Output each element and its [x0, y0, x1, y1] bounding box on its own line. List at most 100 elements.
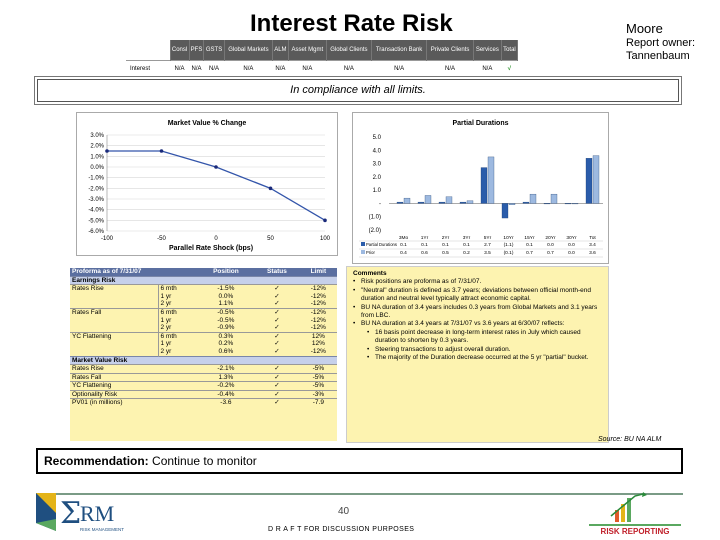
- row-category: [70, 316, 159, 325]
- table-value: 0.1: [442, 242, 449, 248]
- row-limit: -12%: [299, 307, 337, 317]
- bar: [424, 195, 432, 204]
- row-status: ✓: [274, 348, 280, 356]
- data-point: [323, 218, 327, 223]
- y-tick-label: -1.0%: [88, 176, 104, 182]
- table-value: 0.0: [568, 250, 575, 256]
- row-term: 6 mth: [158, 284, 198, 293]
- bar: [501, 203, 509, 219]
- section-row: Earnings Risk: [70, 275, 337, 285]
- owner-line1: Report owner:: [626, 37, 696, 49]
- y-tick-label: 1.0: [373, 188, 382, 194]
- report-owner: Moore Report owner: Tannenbaum: [626, 22, 695, 63]
- row-position: -0.2%: [197, 381, 255, 391]
- table-value: 0.7: [526, 250, 533, 256]
- column-header: Limit: [299, 268, 337, 276]
- table-value: (1.1): [504, 242, 514, 248]
- svg-text:Σ: Σ: [60, 496, 81, 531]
- row-position: 1.1%: [218, 300, 234, 308]
- row-category: Rates Rise: [70, 364, 198, 374]
- row-limit: -5%: [299, 372, 337, 382]
- row-status: ✓: [254, 381, 300, 391]
- row-term: 2 yr: [160, 348, 172, 356]
- y-tick-label: 2.0: [373, 175, 382, 181]
- bar: [571, 203, 579, 205]
- row-term: 1 yr: [160, 316, 172, 324]
- bar: [592, 155, 600, 204]
- comment-sub-bullet: The majority of the Duration decrease oc…: [367, 354, 602, 363]
- summary-grid-row: Interest N/A N/A N/A N/A N/A N/A N/A N/A N/A N/A √: [126, 60, 518, 76]
- category-label: 3Mo: [399, 235, 409, 241]
- row-position: -0.5%: [217, 316, 235, 324]
- x-tick-label: 100: [320, 236, 331, 242]
- bar: [459, 201, 467, 204]
- row-limit: -3%: [299, 389, 337, 399]
- row-position: -0.5%: [197, 307, 255, 317]
- y-tick-label: 1.0%: [90, 154, 104, 160]
- row-position: -0.9%: [217, 324, 235, 332]
- grid-header-cell: Transaction Bank: [371, 40, 428, 61]
- footer-bar: [36, 493, 683, 495]
- divider: [126, 76, 518, 77]
- grid-cell: N/A: [170, 60, 190, 76]
- table-value: 0.6: [421, 250, 428, 256]
- table-value: 0.7: [547, 250, 554, 256]
- table-row: YC Flattening 6 mth 0.3% ✓ 12%: [70, 331, 337, 341]
- section-label: Earnings Risk: [70, 275, 337, 285]
- y-tick-label: 3.0%: [90, 133, 104, 139]
- row-category: YC Flattening: [70, 331, 159, 341]
- table-value: 0.1: [463, 242, 470, 248]
- draft-footer: D R A F T FOR DISCUSSION PURPOSES: [268, 526, 415, 533]
- row-position: 0.6%: [218, 348, 234, 356]
- table-value: 0.0: [547, 242, 554, 248]
- table-value: 0.0: [568, 242, 575, 248]
- x-tick-label: -50: [157, 236, 166, 242]
- y-tick-label: -2.0%: [88, 186, 104, 192]
- row-category: Rates Fall: [70, 307, 159, 317]
- table-value: 3.6: [589, 250, 596, 256]
- comment-sub-bullet: Steering transactions to adjust overall …: [367, 346, 602, 355]
- table-value: 0.5: [442, 250, 449, 256]
- row-position: -1.5%: [197, 284, 255, 293]
- grid-header-cell: GSTS: [203, 40, 225, 61]
- y-tick-label: -3.0%: [88, 197, 104, 203]
- row-position: 0.3%: [197, 331, 255, 341]
- grid-cell: N/A: [288, 60, 327, 76]
- bar: [417, 201, 425, 204]
- row-status: ✓: [274, 292, 280, 300]
- bar: [585, 158, 593, 204]
- compliance-banner: In compliance with all limits.: [37, 79, 679, 102]
- grid-row-label: Interest: [126, 60, 170, 76]
- row-category: Rates Rise: [70, 284, 159, 293]
- row-category: [70, 324, 159, 333]
- row-term: 2 yr: [160, 324, 172, 332]
- data-point: [268, 186, 273, 191]
- row-limit: 12%: [299, 331, 337, 341]
- y-tick-label: -4.0%: [88, 208, 104, 214]
- proforma-header-row: Proforma as of 7/31/07 Position Status Limi…: [70, 268, 337, 276]
- row-status: ✓: [254, 284, 300, 293]
- row-category: Rates Fall: [70, 372, 198, 382]
- row-category: [70, 348, 159, 357]
- legend-label: Prior: [366, 250, 375, 255]
- rm-logo: Σ RM RISK MANAGEMENT: [36, 493, 124, 532]
- recommendation-value: Continue to monitor: [152, 454, 257, 468]
- x-tick-label: -100: [101, 236, 114, 242]
- bar: [550, 193, 558, 204]
- legend-label: Partial Durations: [366, 242, 397, 247]
- bar: [403, 197, 411, 204]
- table-value: 0.1: [526, 242, 533, 248]
- category-label: 30Yr: [566, 235, 577, 241]
- row-status: ✓: [274, 300, 280, 308]
- row-term: 6 mth: [158, 331, 198, 341]
- recommendation-label: Recommendation:: [44, 454, 149, 468]
- y-tick-label: -: [379, 201, 381, 207]
- category-label: 10Yr: [503, 235, 514, 241]
- row-limit: -12%: [310, 316, 326, 324]
- row-status: ✓: [274, 316, 280, 324]
- chart-title: Market Value % Change: [167, 120, 247, 127]
- y-tick-label: (2.0): [369, 228, 381, 234]
- y-tick-label: 3.0: [373, 162, 382, 168]
- table-row: YC Flattening -0.2% ✓ -5%: [70, 381, 337, 391]
- page-title: Interest Rate Risk: [250, 10, 453, 37]
